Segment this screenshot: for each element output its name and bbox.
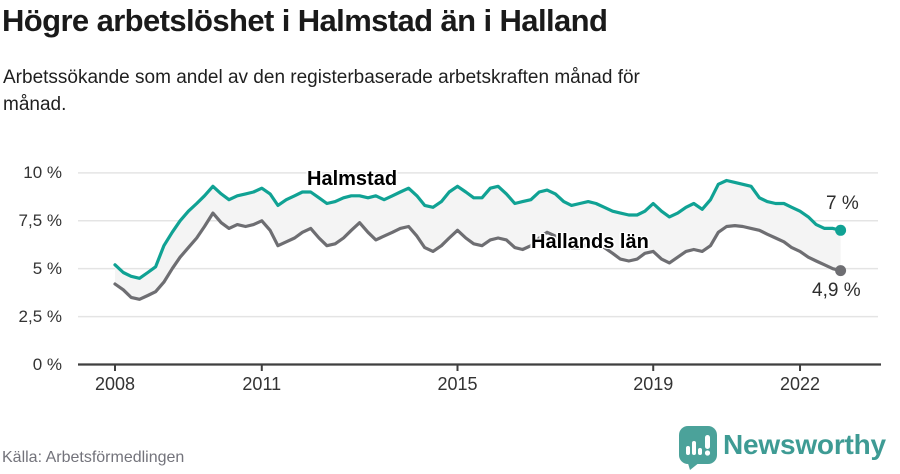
x-tick-label: 2019 <box>633 374 674 394</box>
subtitle-line-2: månad. <box>3 94 67 115</box>
newsworthy-brand-text: Newsworthy <box>723 429 886 460</box>
series-line-hallands-lan <box>113 211 843 301</box>
series-label-hallands-lan: Hallands län <box>531 231 649 253</box>
series-line-halmstad <box>113 178 843 280</box>
x-tick-label: 2011 <box>242 374 282 394</box>
end-value-label-hallands-lan: 4,9 % <box>812 280 861 301</box>
y-tick-label: 5 % <box>32 258 62 278</box>
line-chart <box>78 172 881 371</box>
chart-subtitle: Arbetssökande som andel av den registerb… <box>3 64 863 118</box>
y-tick-label: 10 % <box>23 162 62 182</box>
source-attribution: Källa: Arbetsförmedlingen <box>2 449 185 466</box>
x-tick-label: 2015 <box>437 374 478 394</box>
page-title: Högre arbetslöshet i Halmstad än i Halla… <box>2 3 608 38</box>
y-tick-label: 0 % <box>32 354 62 374</box>
series-label-halmstad: Halmstad <box>307 168 398 190</box>
newsworthy-logo-icon <box>679 426 717 470</box>
y-tick-label: 2,5 % <box>18 306 62 326</box>
series-end-dot-halmstad <box>835 224 847 236</box>
end-value-label-halmstad: 7 % <box>826 193 859 214</box>
x-tick-label: 2022 <box>779 374 821 394</box>
subtitle-line-1: Arbetssökande som andel av den registerb… <box>3 67 640 88</box>
newsworthy-logo[interactable]: Newsworthy <box>678 424 894 470</box>
y-tick-label: 7,5 % <box>18 210 62 230</box>
series-end-dot-hallands-lan <box>835 265 847 277</box>
x-tick-label: 2008 <box>94 374 136 394</box>
